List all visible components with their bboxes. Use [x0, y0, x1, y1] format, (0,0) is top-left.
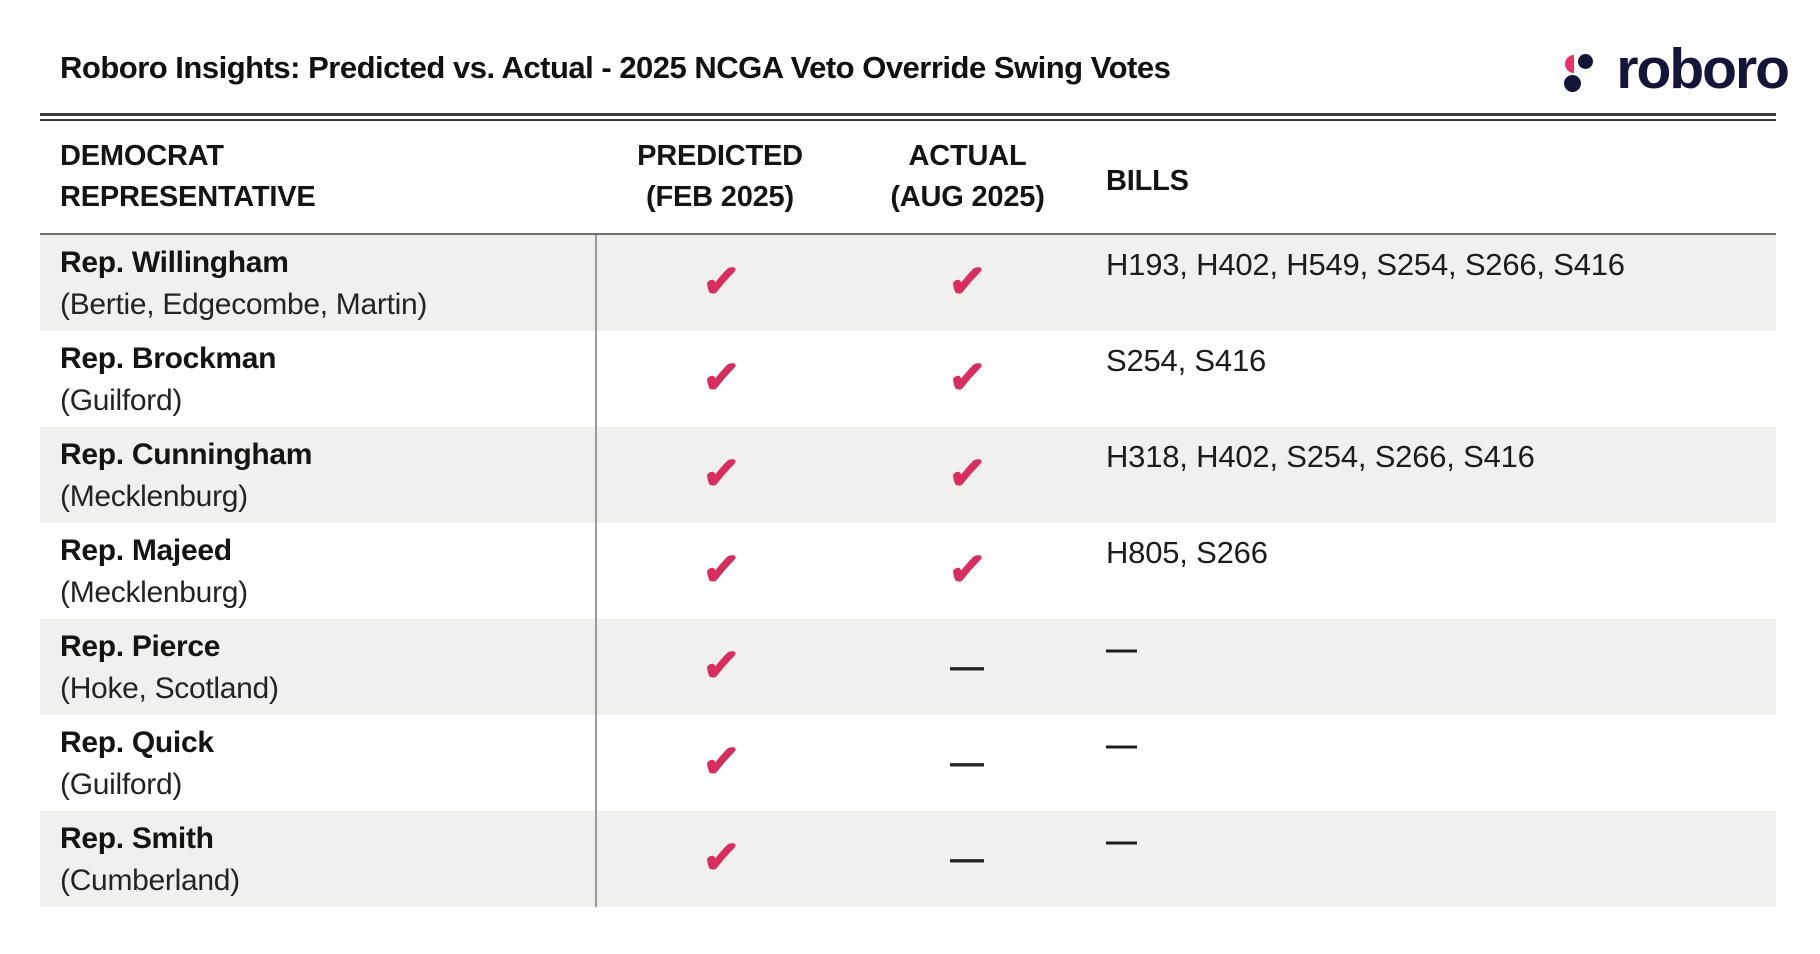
bills-value: —: [1106, 727, 1137, 762]
column-header-line: REPRESENTATIVE: [60, 181, 316, 213]
roboro-logo: roboro: [1564, 36, 1790, 102]
representative-cell: Rep. Quick (Guilford): [40, 715, 595, 811]
representative-cell: Rep. Pierce (Hoke, Scotland): [40, 619, 595, 715]
logo-navy-dot-bottom-icon: [1564, 75, 1582, 92]
predicted-cell: ✓: [595, 811, 845, 907]
actual-mark: ✓: [945, 252, 990, 309]
bills-value: H193, H402, H549, S254, S266, S416: [1106, 247, 1625, 282]
column-header-line: (AUG 2025): [890, 181, 1045, 213]
actual-cell: —: [845, 715, 1090, 811]
representative-cell: Rep. Cunningham (Mecklenburg): [40, 427, 595, 523]
predicted-mark: ✓: [699, 540, 744, 597]
bills-value: —: [1106, 631, 1137, 666]
roboro-logo-mark-icon: [1564, 52, 1596, 94]
representative-name: Rep. Brockman: [60, 342, 277, 375]
table-row: Rep. Cunningham (Mecklenburg) ✓ ✓ H318, …: [40, 427, 1776, 523]
table-header-row: DEMOCRAT REPRESENTATIVE PREDICTED (FEB 2…: [40, 121, 1776, 235]
column-header-line: DEMOCRAT: [60, 140, 224, 172]
column-header-line: ACTUAL: [908, 140, 1027, 172]
representative-name: Rep. Cunningham: [60, 438, 313, 471]
actual-cell: ✓: [845, 331, 1090, 427]
actual-cell: ✓: [845, 523, 1090, 619]
column-header-actual: ACTUAL (AUG 2025): [845, 136, 1090, 218]
actual-cell: —: [845, 811, 1090, 907]
predicted-cell: ✓: [595, 331, 845, 427]
table-row: Rep. Smith (Cumberland) ✓ — —: [40, 811, 1776, 907]
bills-value: H805, S266: [1106, 535, 1268, 570]
predicted-cell: ✓: [595, 235, 845, 331]
column-header-representative: DEMOCRAT REPRESENTATIVE: [40, 136, 595, 218]
logo-navy-dot-top-icon: [1578, 54, 1594, 69]
representative-districts: (Bertie, Edgecombe, Martin): [60, 288, 428, 321]
representative-name: Rep. Willingham: [60, 246, 289, 279]
representative-cell: Rep. Smith (Cumberland): [40, 811, 595, 907]
actual-cell: ✓: [845, 427, 1090, 523]
predicted-mark: ✓: [699, 636, 744, 693]
representative-cell: Rep. Willingham (Bertie, Edgecombe, Mart…: [40, 235, 595, 331]
representative-cell: Rep. Majeed (Mecklenburg): [40, 523, 595, 619]
bills-value: S254, S416: [1106, 343, 1267, 378]
predicted-mark: ✓: [699, 252, 744, 309]
swing-votes-table: DEMOCRAT REPRESENTATIVE PREDICTED (FEB 2…: [40, 113, 1776, 907]
representative-name: Rep. Majeed: [60, 534, 232, 567]
predicted-mark: ✓: [699, 444, 744, 501]
actual-cell: —: [845, 619, 1090, 715]
predicted-mark: ✓: [699, 828, 744, 885]
table-row: Rep. Majeed (Mecklenburg) ✓ ✓ H805, S266: [40, 523, 1776, 619]
actual-mark: —: [950, 743, 985, 782]
bills-cell: S254, S416: [1090, 331, 1776, 427]
actual-mark: —: [950, 839, 985, 878]
representative-districts: (Guilford): [60, 768, 183, 801]
bills-cell: —: [1090, 811, 1776, 907]
actual-cell: ✓: [845, 235, 1090, 331]
predicted-cell: ✓: [595, 427, 845, 523]
representative-districts: (Guilford): [60, 384, 183, 417]
representative-districts: (Cumberland): [60, 864, 240, 897]
bills-cell: H193, H402, H549, S254, S266, S416: [1090, 235, 1776, 331]
bills-cell: —: [1090, 619, 1776, 715]
column-header-line: BILLS: [1106, 164, 1189, 197]
column-header-bills: BILLS: [1090, 161, 1776, 202]
actual-mark: —: [950, 647, 985, 686]
logo-pink-halfdot-icon: [1565, 55, 1575, 73]
actual-mark: ✓: [945, 444, 990, 501]
bills-cell: —: [1090, 715, 1776, 811]
table-row: Rep. Quick (Guilford) ✓ — —: [40, 715, 1776, 811]
representative-districts: (Mecklenburg): [60, 576, 248, 609]
bills-cell: H805, S266: [1090, 523, 1776, 619]
table-row: Rep. Pierce (Hoke, Scotland) ✓ — —: [40, 619, 1776, 715]
table-row: Rep. Willingham (Bertie, Edgecombe, Mart…: [40, 235, 1776, 331]
table-top-double-rule: [40, 113, 1776, 121]
predicted-cell: ✓: [595, 523, 845, 619]
predicted-mark: ✓: [699, 732, 744, 789]
predicted-mark: ✓: [699, 348, 744, 405]
column-header-line: (FEB 2025): [646, 181, 794, 213]
representative-districts: (Mecklenburg): [60, 480, 248, 513]
representative-name: Rep. Smith: [60, 822, 214, 855]
actual-mark: ✓: [945, 540, 990, 597]
bills-value: —: [1106, 823, 1137, 858]
actual-mark: ✓: [945, 348, 990, 405]
representative-districts: (Hoke, Scotland): [60, 672, 279, 705]
column-header-line: PREDICTED: [637, 140, 803, 172]
column-header-predicted: PREDICTED (FEB 2025): [595, 136, 845, 218]
predicted-cell: ✓: [595, 619, 845, 715]
predicted-cell: ✓: [595, 715, 845, 811]
page-title: Roboro Insights: Predicted vs. Actual - …: [60, 50, 1171, 85]
bills-cell: H318, H402, S254, S266, S416: [1090, 427, 1776, 523]
table-row: Rep. Brockman (Guilford) ✓ ✓ S254, S416: [40, 331, 1776, 427]
representative-name: Rep. Pierce: [60, 630, 221, 663]
roboro-logo-text: roboro: [1616, 37, 1790, 101]
representative-name: Rep. Quick: [60, 726, 214, 759]
representative-cell: Rep. Brockman (Guilford): [40, 331, 595, 427]
bills-value: H318, H402, S254, S266, S416: [1106, 439, 1535, 474]
